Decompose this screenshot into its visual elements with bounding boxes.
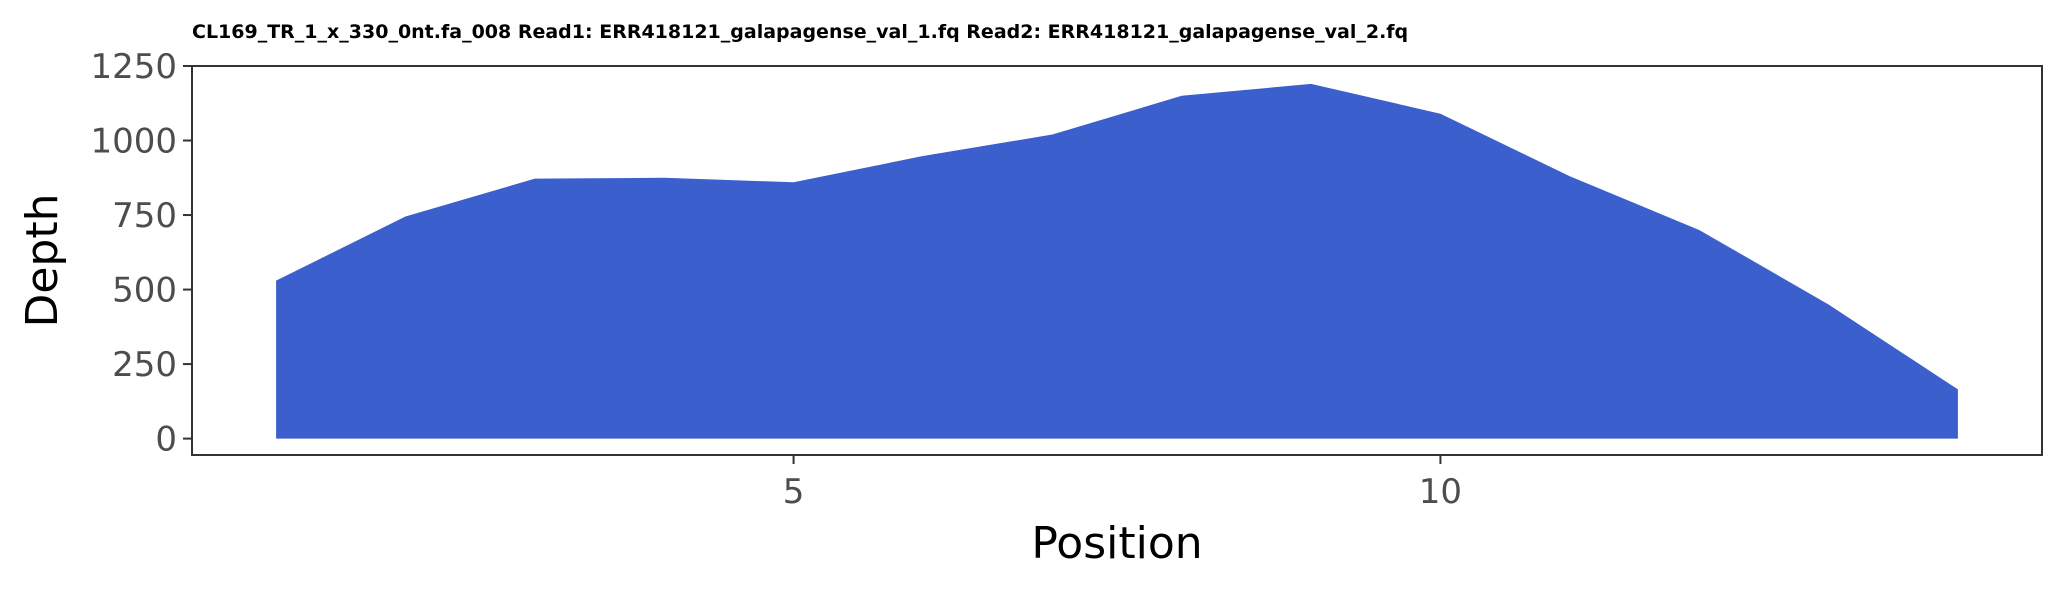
plot-frame <box>191 65 2043 456</box>
y-axis-label: Depth <box>17 193 68 327</box>
y-tick-label: 1250 <box>90 47 177 87</box>
y-tick-label: 750 <box>112 196 177 236</box>
y-tick-label: 500 <box>112 271 177 311</box>
x-axis: 5 10 <box>783 455 1462 512</box>
y-axis: 0 250 500 750 1000 1250 <box>90 47 192 460</box>
x-tick-label: 5 <box>783 472 805 512</box>
x-tick-label: 10 <box>1419 472 1462 512</box>
y-tick-label: 1000 <box>90 122 177 162</box>
chart-title: CL169_TR_1_x_330_0nt.fa_008 Read1: ERR41… <box>192 21 1408 43</box>
depth-area <box>276 83 1958 439</box>
y-tick-label: 250 <box>112 345 177 385</box>
x-axis-label: Position <box>1031 518 1202 569</box>
y-tick-label: 0 <box>155 420 177 460</box>
area-layer <box>276 83 1958 439</box>
